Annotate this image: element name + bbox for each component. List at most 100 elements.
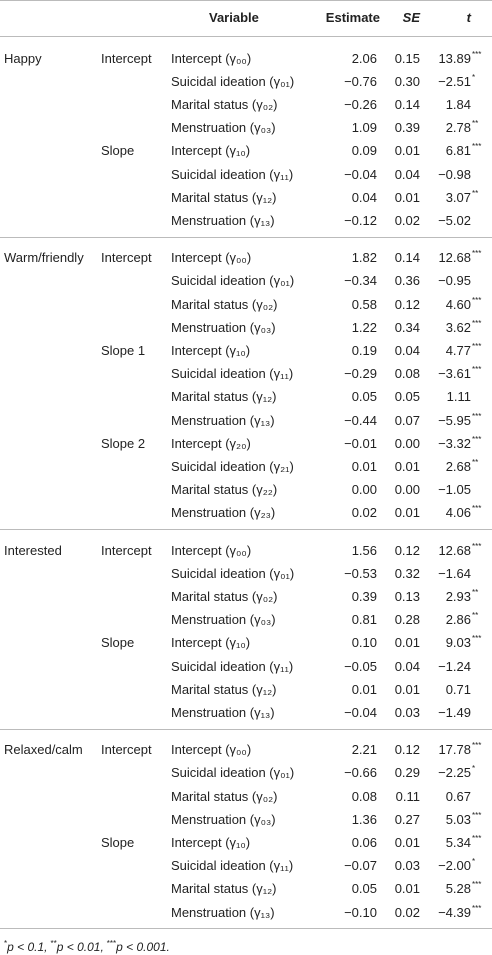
estimate: 0.39 — [351, 589, 377, 604]
se: 0.29 — [394, 765, 420, 781]
significance: *** — [472, 434, 482, 444]
significance: ** — [472, 119, 479, 129]
significance: *** — [472, 834, 482, 843]
estimate: −0.66 — [344, 765, 377, 781]
variable: Marital status (γ₁₂) — [171, 681, 277, 697]
estimate: 1.22 — [351, 319, 377, 335]
variable: Intercept (γ₀₀) — [171, 742, 252, 758]
footnote-text: p < 0.001. — [116, 940, 170, 954]
se: 0.28 — [394, 612, 420, 628]
estimate: −0.10 — [344, 904, 377, 920]
significance: ** — [472, 588, 479, 597]
estimate: 1.36 — [351, 811, 377, 827]
variable: Marital status (γ₁₂) — [171, 881, 277, 897]
significance: * — [472, 857, 476, 867]
t-value: 0.71 — [445, 681, 471, 697]
estimate: 0.04 — [351, 189, 377, 205]
significance: ** — [472, 458, 479, 467]
effect: Intercept — [101, 50, 152, 66]
estimate: −0.01 — [344, 435, 377, 451]
estimate: 0.05 — [351, 881, 377, 897]
significance: *** — [472, 318, 482, 328]
header-estimate: Estimate — [325, 10, 380, 25]
effect: Intercept — [101, 742, 152, 758]
outcome: Happy — [4, 50, 42, 66]
significance: *** — [472, 541, 482, 551]
se: 0.04 — [394, 658, 420, 674]
estimate: 2.21 — [351, 742, 377, 758]
se: 0.27 — [394, 811, 420, 827]
footnote-part: ***p < 0.001. — [106, 939, 170, 954]
variable: Suicidal ideation (γ₀₁) — [171, 273, 295, 289]
footnote-text: p < 0.1, — [7, 940, 48, 954]
se: 0.36 — [394, 273, 420, 289]
t-value: 5.03 — [445, 811, 471, 827]
header-variable: Variable — [209, 10, 259, 25]
variable: Menstruation (γ₀₃) — [171, 319, 276, 335]
significance: *** — [472, 810, 482, 820]
rule — [0, 0, 492, 1]
significance: *** — [472, 634, 482, 644]
t-value: −1.05 — [438, 482, 471, 498]
t-value: −1.64 — [438, 565, 471, 581]
estimate: −0.26 — [344, 97, 377, 112]
t-value: 12.68 — [438, 542, 471, 558]
estimate: −0.53 — [344, 565, 377, 581]
footnote-mark: *** — [106, 939, 117, 948]
variable: Menstruation (γ₀₃) — [171, 612, 276, 628]
se: 0.04 — [394, 166, 420, 182]
outcome: Relaxed/calm — [4, 742, 83, 758]
significance: *** — [472, 249, 482, 259]
variable: Marital status (γ₁₂) — [171, 389, 277, 405]
estimate: 1.09 — [351, 120, 377, 136]
variable: Intercept (γ₁₀) — [171, 635, 251, 651]
t-value: −3.61 — [438, 366, 471, 382]
significance: ** — [472, 188, 479, 198]
significance: *** — [472, 903, 482, 913]
rule — [0, 236, 492, 238]
estimate: −0.07 — [344, 858, 377, 874]
estimate: 0.09 — [351, 143, 377, 159]
estimate: −0.12 — [344, 213, 377, 228]
t-value: 1.84 — [445, 97, 471, 112]
t-value: 13.89 — [438, 50, 471, 66]
se: 0.15 — [394, 50, 420, 66]
significance: *** — [472, 504, 482, 514]
effect: Slope — [101, 143, 135, 159]
variable: Marital status (γ₂₂) — [171, 482, 278, 498]
variable: Suicidal ideation (γ₀₁) — [171, 765, 295, 781]
estimate: −0.44 — [344, 412, 377, 428]
significance: ** — [472, 611, 479, 621]
se: 0.02 — [394, 904, 420, 920]
t-value: 5.28 — [445, 881, 471, 897]
se: 0.13 — [394, 589, 420, 604]
se: 0.32 — [394, 565, 420, 581]
estimate: 0.81 — [351, 612, 377, 628]
variable: Menstruation (γ₀₃) — [171, 120, 276, 136]
significance: *** — [472, 49, 482, 59]
t-value: 9.03 — [445, 635, 471, 651]
se: 0.00 — [394, 435, 420, 451]
se: 0.30 — [394, 73, 420, 89]
variable: Suicidal ideation (γ₁₁) — [171, 658, 294, 674]
se: 0.04 — [394, 343, 420, 358]
estimate: 1.82 — [351, 250, 377, 266]
t-value: −1.24 — [438, 658, 471, 674]
variable: Menstruation (γ₁₃) — [171, 412, 275, 428]
t-value: −5.02 — [438, 213, 471, 228]
variable: Menstruation (γ₁₃) — [171, 213, 275, 228]
se: 0.01 — [394, 143, 420, 159]
variable: Suicidal ideation (γ₀₁) — [171, 565, 295, 581]
variable: Marital status (γ₀₂) — [171, 589, 278, 604]
t-value: −4.39 — [438, 904, 471, 920]
t-value: 2.68 — [445, 459, 471, 474]
t-value: 2.86 — [445, 612, 471, 628]
significance: *** — [472, 342, 482, 351]
footnote-mark: * — [4, 939, 8, 948]
outcome: Interested — [4, 542, 62, 558]
variable: Menstruation (γ₂₃) — [171, 505, 276, 521]
rule — [0, 728, 492, 730]
estimate: 0.10 — [351, 635, 377, 651]
footnote-text: p < 0.01, — [56, 940, 104, 954]
variable: Marital status (γ₁₂) — [171, 189, 277, 205]
